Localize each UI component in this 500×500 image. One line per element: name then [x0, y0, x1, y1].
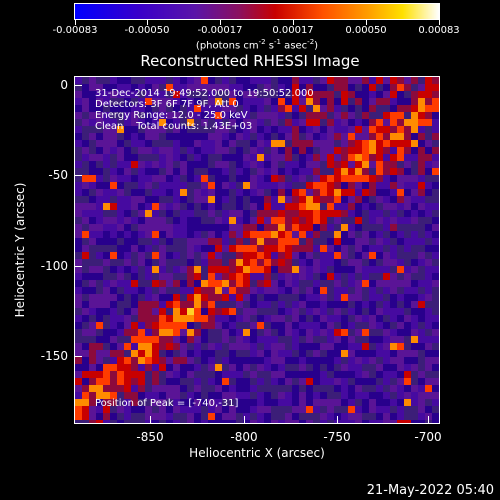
- colorbar-tick-label: 0.00083: [418, 25, 460, 36]
- y-tick: [74, 356, 82, 357]
- annotation-clean-counts: Clean Total counts: 1.43E+03: [95, 121, 253, 132]
- colorbar-tick-label: 0.00050: [345, 25, 387, 36]
- x-tick: [244, 416, 245, 424]
- plot-title: Reconstructed RHESSI Image: [140, 52, 360, 70]
- annotation-detectors: Detectors: 3F 6F 7F 9F, Att 0: [95, 99, 239, 110]
- colorbar-tick: [147, 20, 148, 25]
- annotation-time-range: 31-Dec-2014 19:49:52.000 to 19:50:52.000: [95, 88, 314, 99]
- colorbar-tick-label: -0.00083: [52, 25, 98, 36]
- x-tick-label: -700: [414, 430, 442, 444]
- x-tick-label: -800: [230, 430, 258, 444]
- heatmap-image: [75, 77, 439, 423]
- x-tick-label: -850: [136, 430, 164, 444]
- colorbar-tick: [220, 20, 221, 25]
- y-tick-label: -50: [48, 168, 68, 182]
- colorbar-tick: [75, 20, 76, 25]
- y-tick-label: -150: [40, 349, 68, 363]
- image-plot: 31-Dec-2014 19:49:52.000 to 19:50:52.000…: [74, 76, 440, 424]
- annotation-energy-range: Energy Range: 12.0 - 25.0 keV: [95, 110, 248, 121]
- y-tick-label: -100: [40, 259, 68, 273]
- colorbar-tick-label: -0.00017: [197, 25, 243, 36]
- colorbar-units: (photons cm-2 s-1 asec-2): [195, 38, 319, 52]
- x-tick: [428, 416, 429, 424]
- colorbar-tick: [293, 20, 294, 25]
- x-axis-label: Heliocentric X (arcsec): [189, 446, 325, 460]
- colorbar-tick: [439, 20, 440, 25]
- colorbar-axis: -0.00083 -0.00050 -0.00017 0.00017 0.000…: [0, 0, 500, 52]
- colorbar-tick-label: 0.00017: [272, 25, 314, 36]
- render-timestamp: 21-May-2022 05:40: [366, 483, 494, 498]
- y-tick: [74, 266, 82, 267]
- y-tick-label: 0: [60, 78, 68, 92]
- x-tick-label: -750: [323, 430, 351, 444]
- colorbar-tick-label: -0.00050: [124, 25, 170, 36]
- x-tick: [337, 416, 338, 424]
- colorbar: [74, 3, 440, 20]
- x-tick: [150, 416, 151, 424]
- y-tick: [74, 175, 82, 176]
- colorbar-tick: [366, 20, 367, 25]
- y-tick: [74, 85, 82, 86]
- y-axis-label: Heliocentric Y (arcsec): [13, 182, 27, 318]
- annotation-peak-position: Position of Peak = [-740,-31]: [95, 398, 239, 409]
